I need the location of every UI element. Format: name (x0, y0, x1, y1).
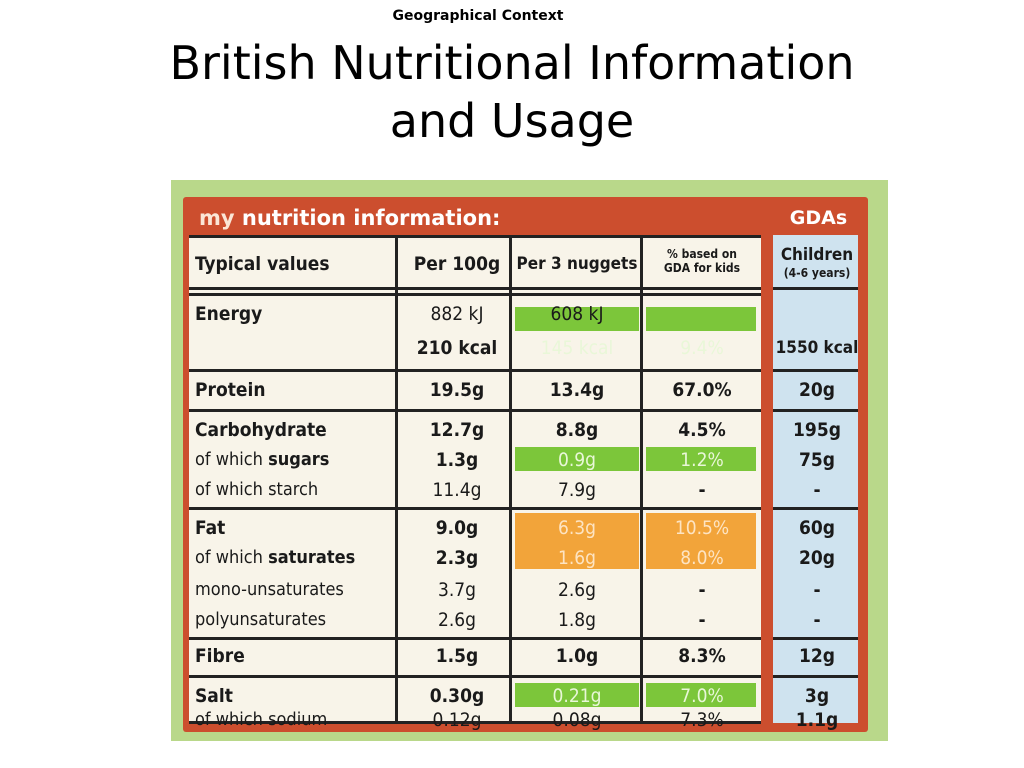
gda-header: GDAs (777, 204, 860, 232)
row-fibre-p3: 1.0g (515, 641, 639, 671)
row-starch-pct: - (646, 475, 758, 505)
label-header-prefix: my (199, 206, 235, 230)
row-saturates-p100: 2.3g (403, 543, 511, 573)
row-starch-gda: - (775, 475, 859, 505)
row-sugars-p3: 0.9g (515, 445, 639, 475)
row-sodium-p100: 0.12g (403, 705, 511, 735)
grid-line (189, 235, 761, 238)
row-saturates-prefix: of which (195, 547, 268, 568)
row-protein-p100: 19.5g (403, 375, 511, 405)
row-saturates-gda: 20g (775, 543, 859, 573)
grid-line (189, 369, 761, 372)
row-fibre-pct: 8.3% (646, 641, 758, 671)
row-starch-name: of which starch (195, 475, 318, 505)
grid-line (773, 369, 858, 372)
grid-line (773, 637, 858, 640)
row-fat-p3: 6.3g (515, 513, 639, 543)
row-fibre-gda: 12g (775, 641, 859, 671)
row-sugars-p100: 1.3g (403, 445, 511, 475)
row-fat-pct: 10.5% (646, 513, 758, 543)
row-sugars-prefix: of which (195, 449, 268, 470)
grid-line (773, 507, 858, 510)
nutrition-label-image: my nutrition information: GDAs Ty (171, 180, 888, 741)
row-poly-p100: 2.6g (403, 605, 511, 635)
row-carb-name: Carbohydrate (195, 415, 327, 445)
row-mono-name: mono-unsaturates (195, 575, 344, 605)
row-sugars-gda: 75g (775, 445, 859, 475)
row-sugars-name: of which sugars (195, 445, 329, 475)
row-carb-pct: 4.5% (646, 415, 758, 445)
row-sodium-name: of which sodium (195, 705, 327, 735)
label-header: my nutrition information: (199, 204, 500, 232)
grid-line (189, 293, 761, 296)
col-header-children: Children (775, 243, 859, 267)
row-energy-gda: 1550 kcal (775, 333, 859, 363)
row-poly-name: polyunsaturates (195, 605, 326, 635)
grid-line (189, 287, 761, 290)
row-sugars-pct: 1.2% (646, 445, 758, 475)
row-mono-p100: 3.7g (403, 575, 511, 605)
row-sugars-bold: sugars (268, 449, 329, 470)
row-poly-p3: 1.8g (515, 605, 639, 635)
col-header-typical: Typical values (195, 249, 330, 279)
row-poly-gda: - (775, 605, 859, 635)
label-header-main: nutrition information: (242, 206, 501, 230)
row-protein-name: Protein (195, 375, 266, 405)
row-carb-p100: 12.7g (403, 415, 511, 445)
col-header-children-age: (4-6 years) (775, 267, 859, 280)
row-starch-p3: 7.9g (515, 475, 639, 505)
row-sodium-p3: 0.08g (515, 705, 639, 735)
context-label: Geographical Context (0, 8, 956, 24)
grid-line (189, 637, 761, 640)
grid-line (773, 287, 858, 290)
row-fat-p100: 9.0g (403, 513, 511, 543)
row-carb-p3: 8.8g (515, 415, 639, 445)
row-saturates-bold: saturates (268, 547, 355, 568)
row-poly-pct: - (646, 605, 758, 635)
row-sodium-gda: 1.1g (775, 705, 859, 735)
row-energy-p100-kj: 882 kJ (403, 299, 511, 329)
row-energy-p3-kcal: 145 kcal (515, 333, 639, 363)
grid-line (395, 235, 398, 723)
row-energy-pct: 9.4% (646, 333, 758, 363)
grid-line (189, 409, 761, 412)
title-line-1: British Nutritional Information (0, 34, 1024, 92)
grid-line (189, 675, 761, 678)
row-fat-name: Fat (195, 513, 225, 543)
grid-line (773, 409, 858, 412)
row-mono-pct: - (646, 575, 758, 605)
row-saturates-p3: 1.6g (515, 543, 639, 573)
row-energy-name: Energy (195, 299, 262, 329)
row-fibre-p100: 1.5g (403, 641, 511, 671)
row-mono-gda: - (775, 575, 859, 605)
row-sodium-pct: 7.3% (646, 705, 758, 735)
row-carb-gda: 195g (775, 415, 859, 445)
row-saturates-pct: 8.0% (646, 543, 758, 573)
row-mono-p3: 2.6g (515, 575, 639, 605)
nutrition-label-frame: my nutrition information: GDAs Ty (183, 197, 868, 732)
title-line-2: and Usage (0, 92, 1024, 150)
row-energy-p100-kcal: 210 kcal (403, 333, 511, 363)
row-protein-gda: 20g (775, 375, 859, 405)
grid-line (189, 507, 761, 510)
page-title: British Nutritional Information and Usag… (0, 34, 1024, 150)
row-starch-p100: 11.4g (403, 475, 511, 505)
highlight-energy-pct (646, 307, 756, 331)
col-header-per3: Per 3 nuggets (515, 249, 639, 279)
row-saturates-name: of which saturates (195, 543, 355, 573)
row-protein-p3: 13.4g (515, 375, 639, 405)
grid-line (640, 235, 643, 723)
grid-line (773, 675, 858, 678)
row-protein-pct: 67.0% (646, 375, 758, 405)
row-energy-p3-kj: 608 kJ (515, 299, 639, 329)
col-header-pct-line1: % based on (646, 248, 758, 261)
row-fat-gda: 60g (775, 513, 859, 543)
col-header-per100: Per 100g (403, 249, 511, 279)
col-header-pct-line2: GDA for kids (646, 262, 758, 275)
row-fibre-name: Fibre (195, 641, 245, 671)
